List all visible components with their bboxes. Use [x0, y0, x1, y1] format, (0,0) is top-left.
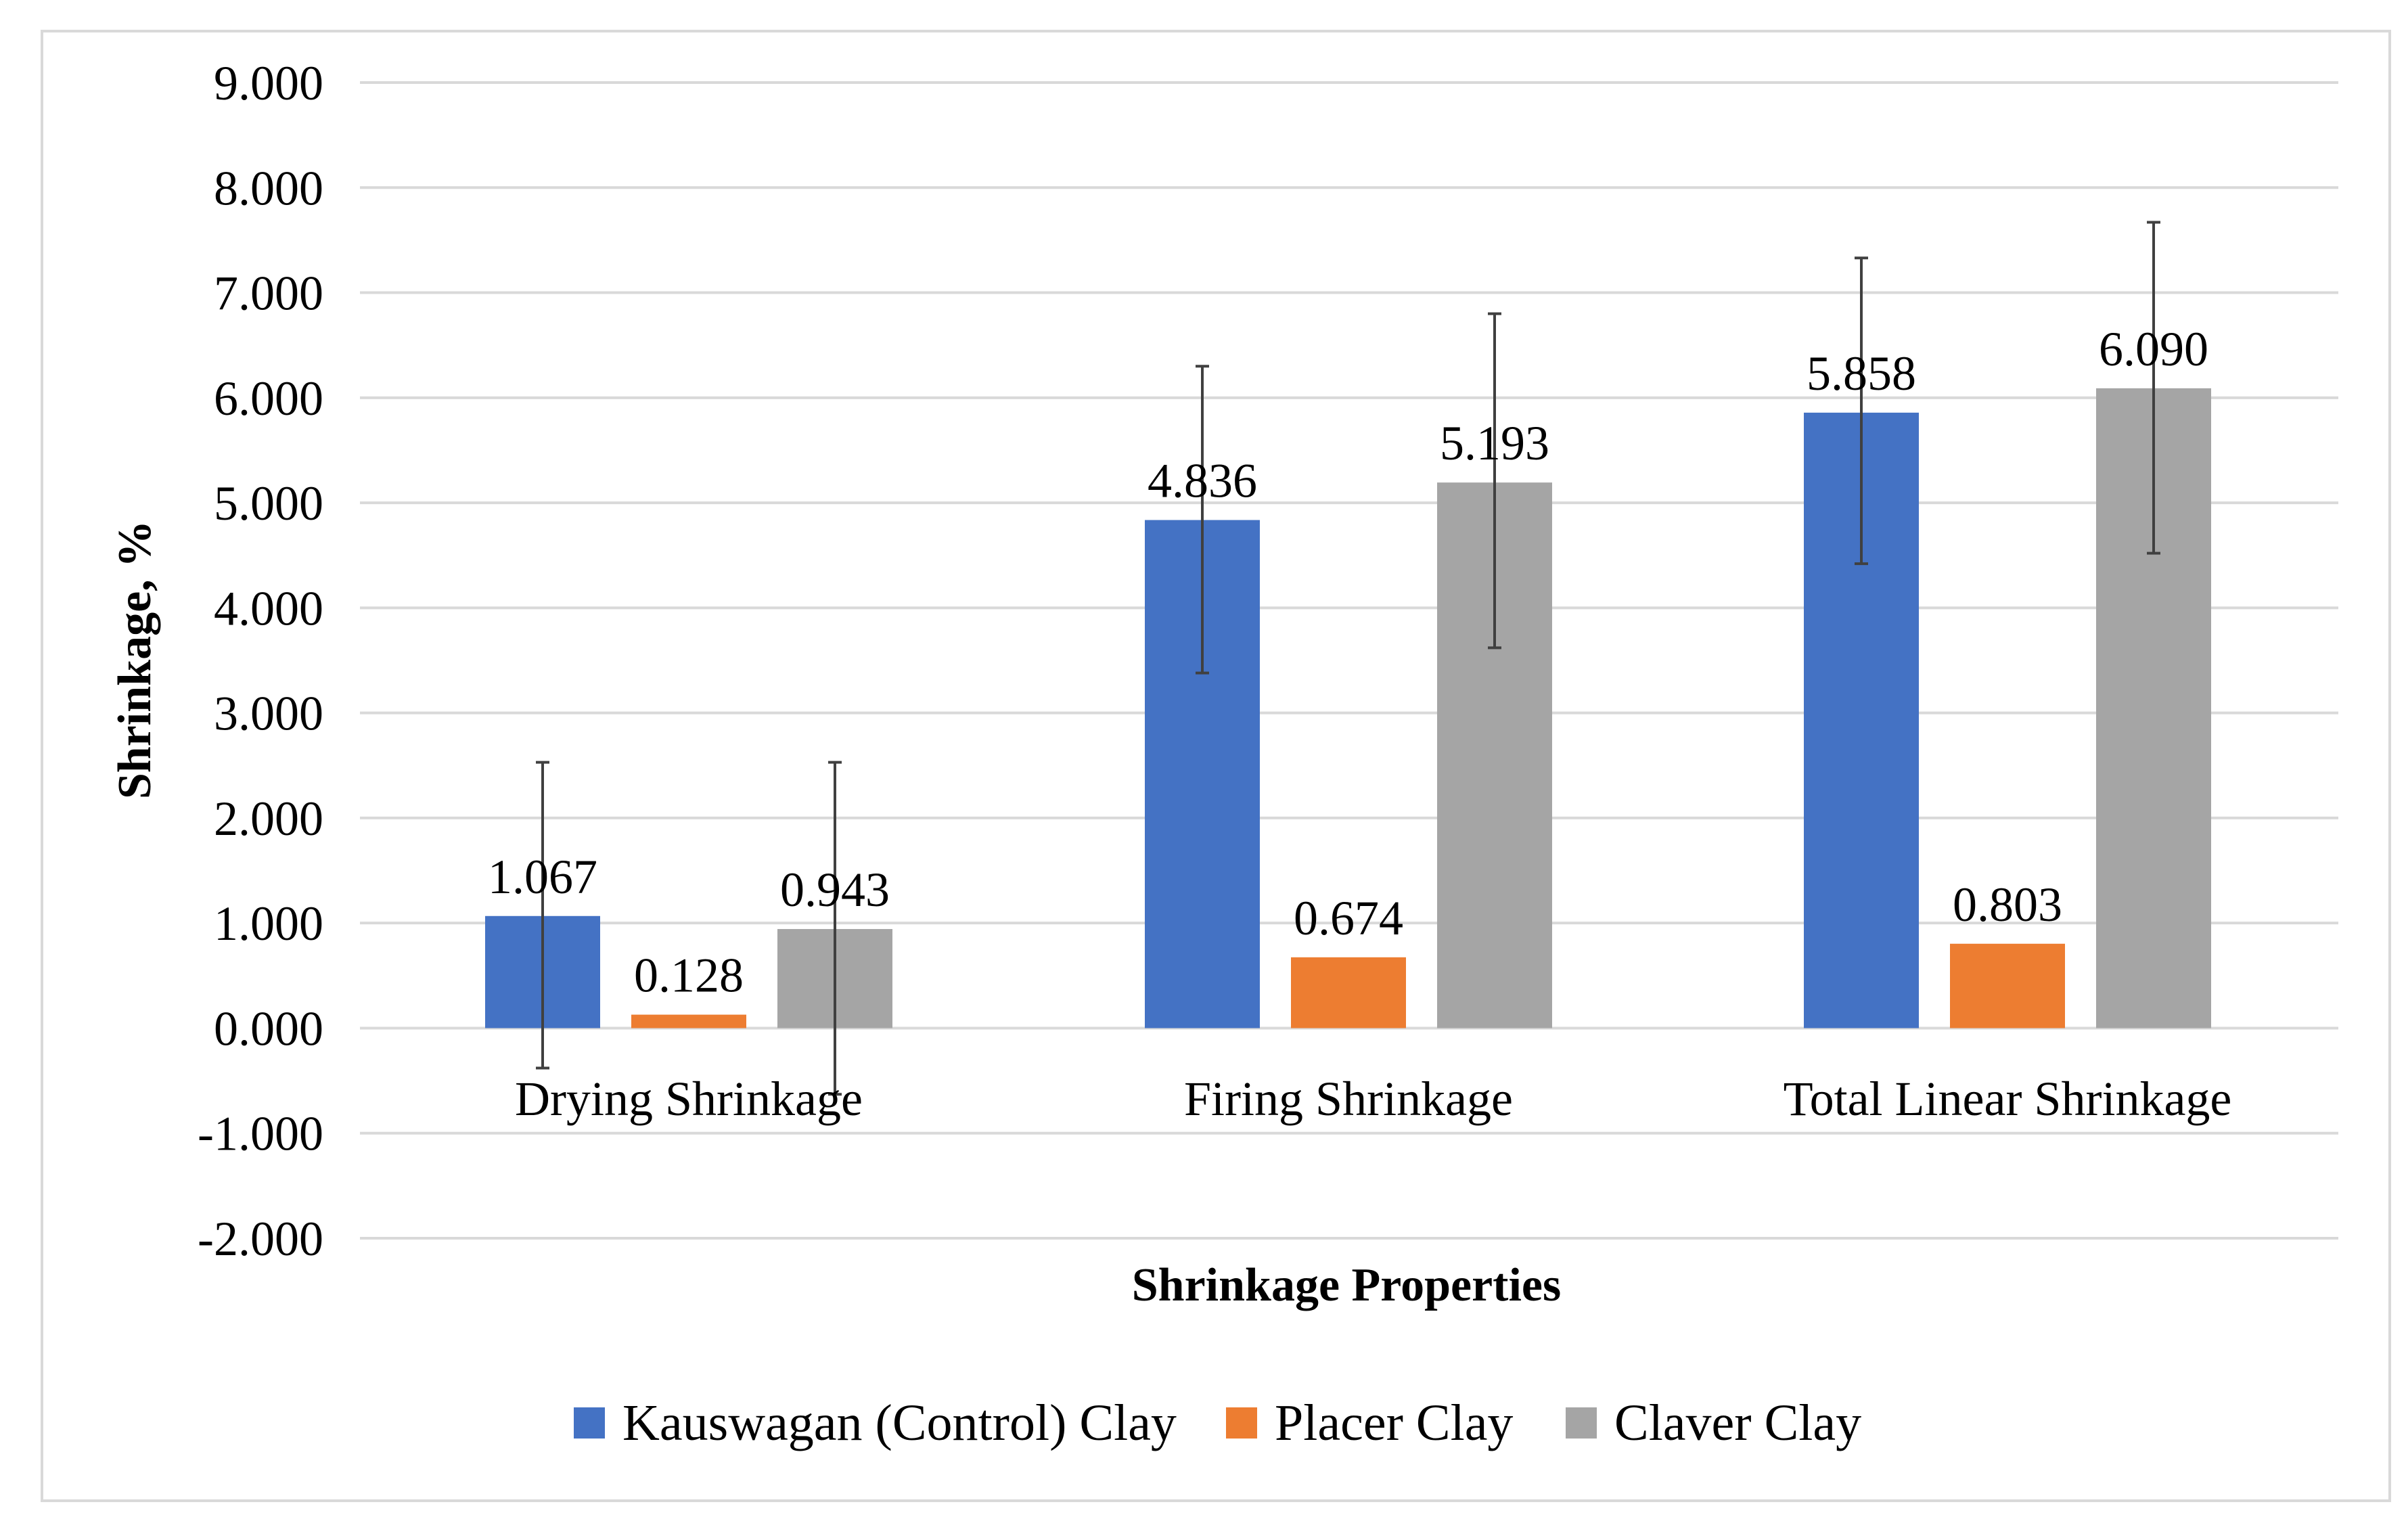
data-label: 0.128 [634, 949, 744, 1003]
data-label: 5.193 [1440, 416, 1549, 470]
y-axis-ticks: -2.000 -1.000 0.000 1.000 2.000 3.000 4.000 5.0… [198, 56, 323, 1266]
data-label: 5.858 [1807, 346, 1916, 401]
bar [1291, 957, 1406, 1028]
data-label: 0.674 [1294, 891, 1403, 945]
bar [631, 1014, 746, 1028]
y-axis-title: Shrinkage, % [109, 520, 161, 799]
x-axis-category-labels: Drying Shrinkage Firing Shrinkage Total Li… [515, 1072, 2231, 1126]
data-label: 4.836 [1148, 454, 1257, 508]
data-labels: 1.067 0.128 0.943 4.836 0.674 5.193 5.858 0.803… [488, 322, 2208, 1003]
y-tick-label: 0.000 [214, 1001, 323, 1056]
x-category-label: Drying Shrinkage [515, 1072, 863, 1126]
x-category-label: Firing Shrinkage [1184, 1072, 1513, 1126]
y-tick-label: 8.000 [214, 161, 323, 215]
y-tick-label: 3.000 [214, 687, 323, 741]
legend: Kauswagan (Control) Clay Placer Clay Clave… [574, 1395, 1861, 1451]
data-label: 0.803 [1953, 878, 2062, 932]
legend-swatch [574, 1407, 605, 1439]
y-tick-label: 4.000 [214, 581, 323, 635]
y-tick-label: 9.000 [214, 56, 323, 110]
error-bars [536, 221, 2160, 1096]
data-label: 1.067 [488, 850, 597, 904]
x-category-label: Total Linear Shrinkage [1784, 1072, 2232, 1126]
y-tick-label: 7.000 [214, 267, 323, 321]
y-tick-label: -1.000 [198, 1107, 323, 1161]
y-tick-label: 2.000 [214, 792, 323, 846]
data-label: 0.943 [780, 863, 890, 917]
legend-swatch [1226, 1407, 1257, 1439]
y-tick-label: 6.000 [214, 371, 323, 426]
legend-swatch [1566, 1407, 1597, 1439]
y-tick-label: -2.000 [198, 1212, 323, 1266]
legend-label: Placer Clay [1275, 1395, 1513, 1451]
legend-label: Claver Clay [1614, 1395, 1861, 1451]
gridlines [360, 81, 2338, 1240]
data-label: 6.090 [2099, 322, 2208, 376]
y-tick-label: 1.000 [214, 897, 323, 951]
y-tick-label: 5.000 [214, 476, 323, 530]
x-axis-title: Shrinkage Properties [1132, 1259, 1562, 1311]
bar [1950, 943, 2065, 1028]
legend-label: Kauswagan (Control) Clay [622, 1395, 1177, 1451]
